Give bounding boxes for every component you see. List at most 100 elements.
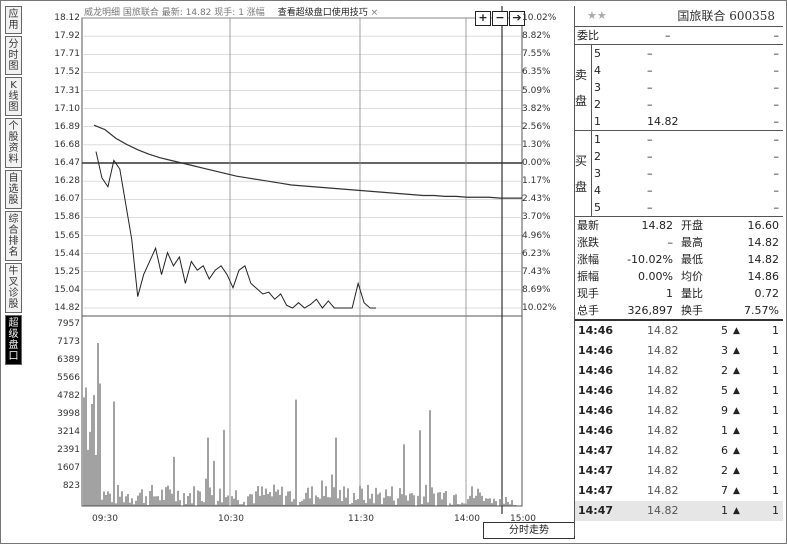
level-number: 3: [594, 167, 601, 180]
tick-time: 14:46: [578, 364, 614, 377]
price-tick-label: 15.86: [54, 212, 80, 223]
tick-row[interactable]: 14:47 14.82 2 ▲ 1: [575, 461, 783, 481]
level-price: –: [647, 98, 653, 111]
star-icon[interactable]: ★★: [587, 9, 607, 22]
tick-count: 1: [772, 464, 779, 477]
level-price: –: [647, 184, 653, 197]
price-tick-label: 17.92: [54, 31, 80, 42]
quote-row: 总手 326,897 换手 7.57%: [575, 302, 783, 319]
quote-row: 振幅 0.00% 均价 14.86: [575, 268, 783, 285]
level-volume: –: [773, 201, 780, 214]
price-tick-label: 15.25: [54, 266, 80, 277]
tab-watchlist[interactable]: 自选股: [5, 170, 22, 209]
level-price: –: [647, 81, 653, 94]
tab-apps[interactable]: 应用: [5, 6, 22, 34]
quote-panel: ★★ 国旅联合 600358 委比 – – 卖盘 5– –4– –3– –2– –1 14…: [574, 6, 783, 536]
intraday-chart[interactable]: 威龙明细 国旅联合 最新: 14.82 现手: 1 涨幅 查看超级盘口使用技巧 …: [24, 6, 575, 539]
volume-tick-label: 6389: [57, 355, 80, 365]
tick-time: 14:46: [578, 384, 614, 397]
price-tick-label: 16.89: [54, 121, 80, 132]
quote-label: 涨幅: [577, 253, 599, 266]
tab-timeshare[interactable]: 分时图: [5, 36, 22, 75]
tick-volume: 2: [721, 364, 728, 377]
tick-row[interactable]: 14:46 14.82 3 ▲ 1: [575, 341, 783, 361]
stock-detail-label: 威龙明细: [84, 8, 121, 18]
sell-level-row: 2 – –: [575, 96, 783, 113]
level-number: 1: [594, 115, 601, 128]
tab-super-board[interactable]: 超级盘口: [5, 315, 22, 365]
close-tip-icon[interactable]: ×: [370, 8, 379, 18]
buy-level-row: 2 – –: [575, 148, 783, 165]
quote-label: 总手: [577, 304, 599, 317]
up-arrow-icon: ▲: [733, 406, 740, 416]
price-tick-label: 15.44: [54, 248, 80, 259]
level-number: 1: [594, 133, 601, 146]
level-volume: –: [773, 64, 780, 77]
tick-row[interactable]: 14:46 14.82 1 ▲ 1: [575, 421, 783, 441]
sell-label: 卖盘: [575, 45, 592, 130]
quote-label: 开盘: [681, 219, 703, 232]
level-number: 4: [594, 64, 601, 77]
tick-volume: 9: [721, 404, 728, 417]
quote-value: 0.72: [754, 287, 780, 300]
goto-end-button[interactable]: ➔: [509, 11, 525, 26]
up-arrow-icon: ▲: [733, 326, 740, 336]
tick-count: 1: [772, 424, 779, 437]
quote-row: 涨跌 – 最高 14.82: [575, 234, 783, 251]
tick-time: 14:47: [578, 504, 614, 517]
tick-row[interactable]: 14:46 14.82 5 ▲ 1: [575, 381, 783, 401]
tick-row[interactable]: 14:47 14.82 7 ▲ 1: [575, 481, 783, 501]
tab-diagnosis[interactable]: 牛叉诊股: [5, 263, 22, 313]
level-volume: –: [773, 98, 780, 111]
volume-tick-label: 7173: [57, 337, 80, 347]
price-tick-label: 14.82: [54, 303, 80, 313]
stock-name-code: 国旅联合 600358: [677, 9, 775, 23]
tick-row[interactable]: 14:46 14.82 9 ▲ 1: [575, 401, 783, 421]
quote-label: 最新: [577, 219, 599, 232]
price-tick-label: 17.10: [54, 103, 80, 114]
tick-volume: 2: [721, 464, 728, 477]
tick-price: 14.82: [647, 424, 679, 437]
sell-level-row: 3 – –: [575, 79, 783, 96]
tick-row[interactable]: 14:46 14.82 2 ▲ 1: [575, 361, 783, 381]
tick-list[interactable]: 14:46 14.82 5 ▲ 1 14:46 14.82 3 ▲ 1 14:46 14.82 2 ▲ 1 1…: [575, 319, 783, 521]
weibi-row: 委比 – –: [575, 26, 783, 44]
quote-value: 7.57%: [744, 304, 779, 317]
pct-tick-label: 4.96%: [522, 230, 551, 241]
pct-tick-label: 6.35%: [522, 67, 551, 78]
tick-volume: 5: [721, 384, 728, 397]
pct-tick-label: 1.17%: [522, 176, 551, 187]
tips-link[interactable]: 查看超级盘口使用技巧: [277, 8, 368, 18]
zoom-out-button[interactable]: −: [492, 11, 508, 26]
level-volume: –: [773, 47, 780, 60]
zoom-in-button[interactable]: +: [475, 11, 491, 26]
tick-time: 14:47: [578, 444, 614, 457]
time-tick-label: 15:00: [510, 514, 536, 524]
up-arrow-icon: ▲: [733, 386, 740, 396]
pct-tick-label: 10.02%: [522, 13, 557, 23]
quote-value: 16.60: [747, 219, 780, 232]
quote-value: 326,897: [627, 304, 674, 317]
price-tick-label: 17.31: [54, 85, 80, 96]
tab-kline[interactable]: K线图: [5, 77, 22, 116]
level-volume: –: [773, 184, 780, 197]
quote-row: 涨幅 -10.02% 最低 14.82: [575, 251, 783, 268]
buy-level-row: 5 – –: [575, 199, 783, 216]
quote-label: 振幅: [577, 270, 599, 283]
tick-row[interactable]: 14:47 14.82 1 ▲ 1: [575, 501, 783, 521]
level-volume: –: [773, 167, 780, 180]
tick-row[interactable]: 14:46 14.82 5 ▲ 1: [575, 321, 783, 341]
tick-row[interactable]: 14:47 14.82 6 ▲ 1: [575, 441, 783, 461]
tab-stock-info[interactable]: 个股资料: [5, 118, 22, 168]
level-price: –: [647, 150, 653, 163]
level-price: –: [647, 133, 653, 146]
level-number: 2: [594, 150, 601, 163]
tick-time: 14:46: [578, 404, 614, 417]
volume-tick-label: 1607: [57, 463, 80, 473]
tick-count: 1: [772, 444, 779, 457]
quote-value: 0.00%: [638, 270, 673, 283]
time-tick-label: 14:00: [454, 514, 480, 524]
chart-mode-label[interactable]: 分时走势: [483, 522, 575, 539]
tab-ranking[interactable]: 综合排名: [5, 211, 22, 261]
pct-tick-label: 8.69%: [522, 284, 551, 295]
